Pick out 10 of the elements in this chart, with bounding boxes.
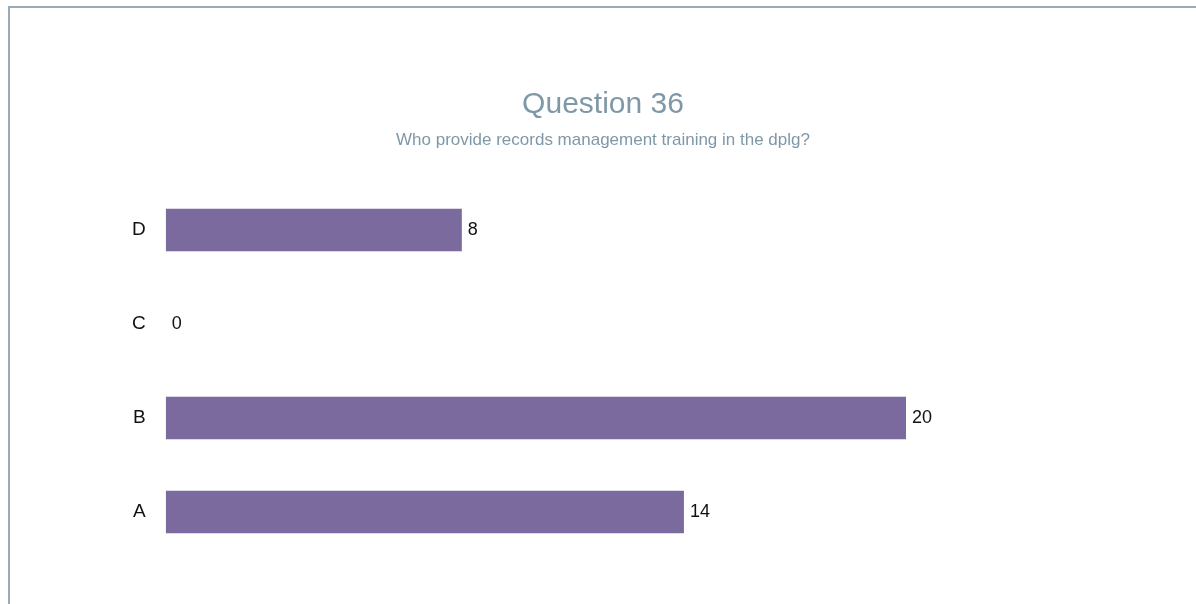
chart-subtitle: Who provide records management training in the dplg? (395, 130, 811, 150)
y-tick-label: A (133, 500, 147, 522)
y-tick-label: D (131, 218, 146, 240)
chart-title: Question 36 (521, 86, 685, 120)
data-label: 0 (171, 312, 182, 333)
y-tick-label: C (131, 312, 146, 334)
y-tick-label: B (133, 406, 146, 428)
data-label: 8 (467, 218, 478, 239)
data-label: 20 (912, 406, 933, 427)
data-label: 14 (689, 500, 710, 521)
